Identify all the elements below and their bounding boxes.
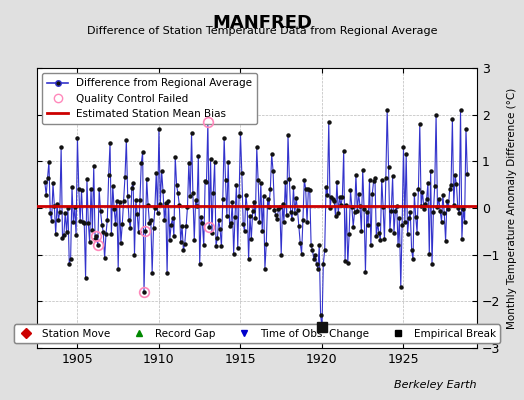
Text: Difference of Station Temperature Data from Regional Average: Difference of Station Temperature Data f… (87, 26, 437, 36)
Y-axis label: Monthly Temperature Anomaly Difference (°C): Monthly Temperature Anomaly Difference (… (507, 87, 517, 329)
Legend: Station Move, Record Gap, Time of Obs. Change, Empirical Break: Station Move, Record Gap, Time of Obs. C… (14, 324, 500, 343)
Text: Berkeley Earth: Berkeley Earth (395, 380, 477, 390)
Text: MANFRED: MANFRED (212, 14, 312, 32)
